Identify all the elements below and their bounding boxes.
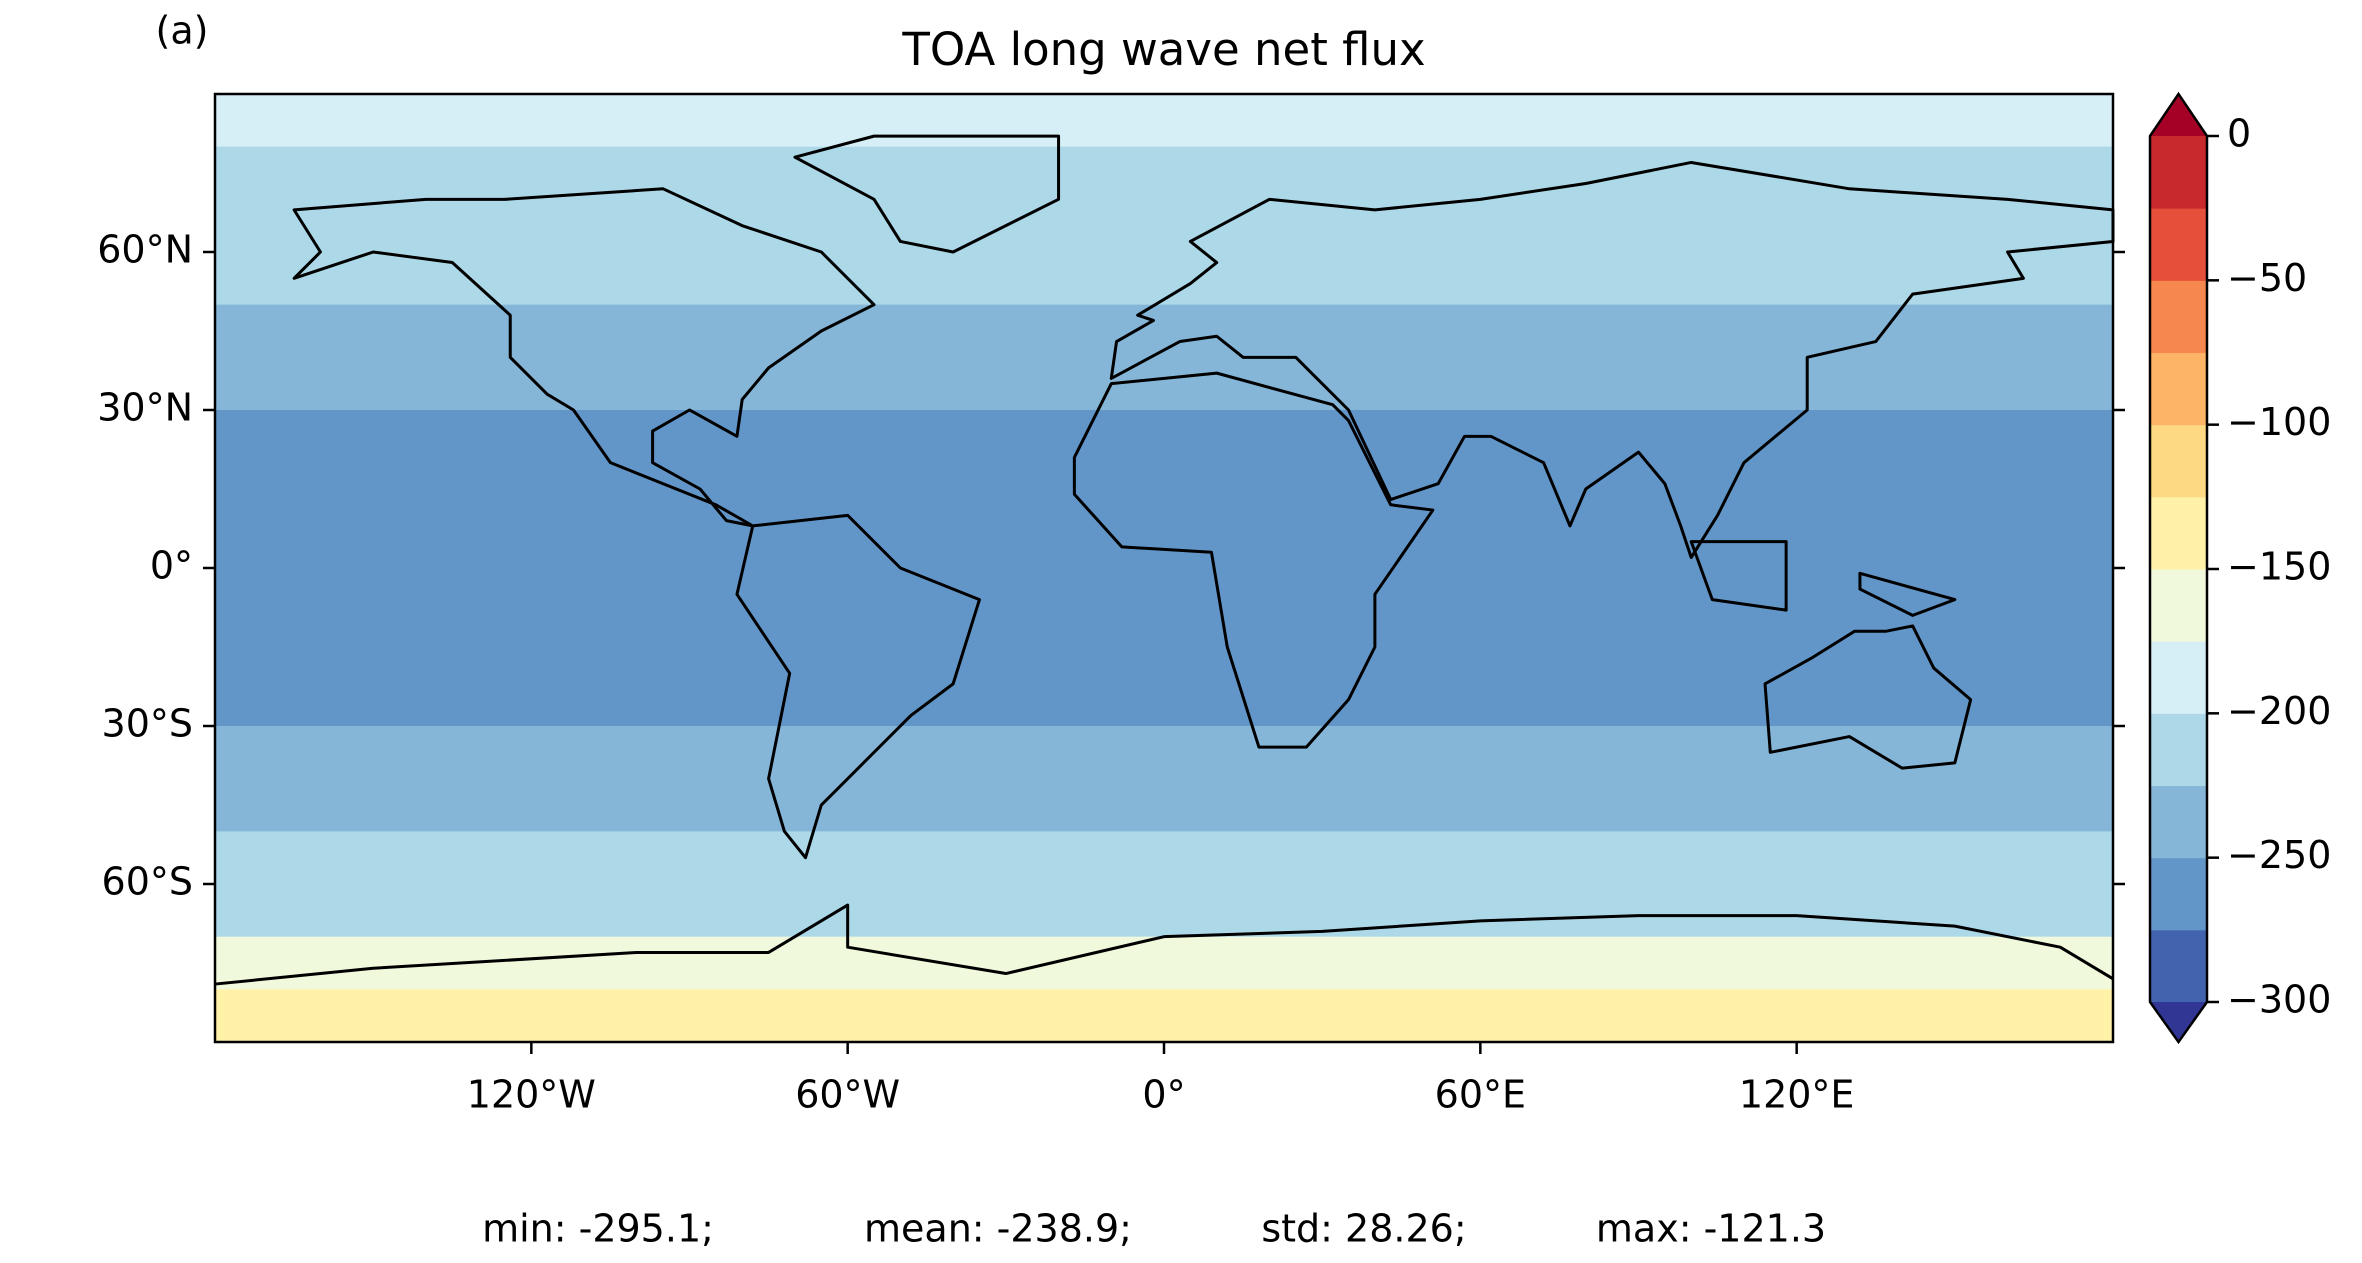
y-tick-label: 0°	[150, 544, 193, 588]
field-band	[215, 831, 2113, 885]
x-tick-label: 120°E	[1739, 1073, 1855, 1117]
field-band	[215, 568, 2113, 622]
colorbar-extend-over	[2150, 94, 2207, 136]
field-band	[215, 673, 2113, 727]
x-tick-label: 60°E	[1435, 1073, 1526, 1117]
field-band	[215, 146, 2113, 200]
field	[215, 94, 2113, 1043]
y-tick-label: 30°S	[102, 702, 193, 746]
coastline	[795, 136, 1059, 252]
colorbar-extend-under	[2150, 1002, 2207, 1042]
coastline	[1765, 626, 1971, 768]
coastline	[1860, 573, 1955, 615]
colorbar-level	[2150, 929, 2207, 1003]
colorbar-tick-label: −200	[2227, 689, 2331, 733]
colorbar-tick-label: 0	[2227, 112, 2251, 156]
coastline	[1691, 542, 1786, 610]
chart-title: TOA long wave net flux	[901, 23, 1425, 76]
field-band	[215, 357, 2113, 411]
field-band	[215, 936, 2113, 990]
stat-text: max: -121.3	[1596, 1207, 1826, 1251]
colorbar-level	[2150, 857, 2207, 931]
y-tick-label: 60°S	[102, 860, 193, 904]
field-band	[215, 884, 2113, 938]
colorbar-level	[2150, 280, 2207, 353]
stat-text: min: -295.1;	[482, 1207, 714, 1251]
coastline	[1074, 373, 1433, 747]
coastline	[294, 189, 874, 526]
colorbar-level	[2150, 569, 2207, 642]
field-band	[215, 94, 2113, 148]
x-tick-label: 60°W	[795, 1073, 900, 1117]
coastlines	[215, 136, 2113, 984]
colorbar-level	[2150, 424, 2207, 498]
colorbar-tick-label: −250	[2227, 833, 2331, 877]
colorbar-tick-label: −50	[2227, 256, 2307, 300]
x-tick-label: 0°	[1142, 1073, 1185, 1117]
stat-text: std: 28.26;	[1261, 1207, 1466, 1251]
colorbar-tick-label: −150	[2227, 545, 2331, 589]
coastline	[1111, 162, 2113, 557]
y-tick-label: 60°N	[97, 228, 193, 272]
colorbar-level	[2150, 496, 2207, 570]
colorbar-level	[2150, 352, 2207, 426]
colorbar-level	[2150, 641, 2207, 714]
coastline	[215, 905, 2113, 984]
colorbar-tick-label: −100	[2227, 400, 2331, 444]
colorbar-level	[2150, 136, 2207, 209]
colorbar-level	[2150, 785, 2207, 859]
field-band	[215, 199, 2113, 253]
stat-text: mean: -238.9;	[864, 1207, 1132, 1251]
field-band	[215, 410, 2113, 464]
x-tick-label: 120°W	[467, 1073, 596, 1117]
field-band	[215, 726, 2113, 780]
field-band	[215, 462, 2113, 516]
field-band	[215, 989, 2113, 1043]
colorbar-level	[2150, 713, 2207, 786]
field-band	[215, 252, 2113, 306]
colorbar: 0 −50 −100 −150 −200 −250 −300	[2148, 91, 2331, 1045]
panel-label: (a)	[156, 9, 209, 53]
y-tick-label: 30°N	[97, 386, 193, 430]
colorbar-level	[2150, 208, 2207, 281]
field-band	[215, 515, 2113, 569]
colorbar-tick-label: −300	[2227, 978, 2331, 1022]
field-band	[215, 778, 2113, 832]
coastline	[737, 515, 980, 857]
